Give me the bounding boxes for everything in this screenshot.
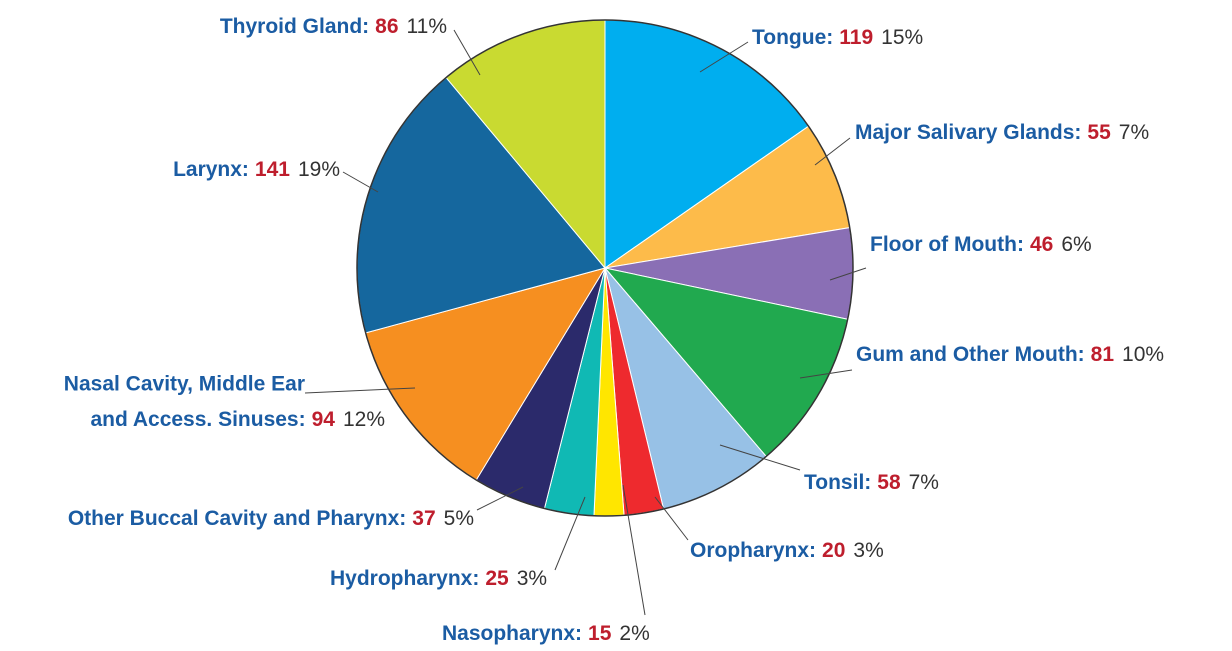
percent-label: 6% [1061,233,1091,256]
percent-label: 7% [909,471,939,494]
percent-label: 3% [517,567,547,590]
percent-label: 15% [881,26,923,49]
leader-line [654,496,689,541]
category-name: Major Salivary Glands: [855,121,1081,144]
count-label: 37 [412,507,435,530]
slice-label: Thyroid Gland: 86 11% [220,15,447,38]
category-name: Tongue: [752,26,833,49]
percent-label: 11% [407,15,447,38]
slice-label: Gum and Other Mouth: 81 10% [856,343,1164,366]
leader-line [799,369,853,379]
count-label: 86 [375,15,398,38]
slice-label: Hydropharynx: 25 3% [330,567,547,590]
slice-label-line: Nasal Cavity, Middle Ear [64,373,305,396]
category-name: Other Buccal Cavity and Pharynx: [68,507,406,530]
category-name: and Access. Sinuses: [90,408,305,431]
slice-label: Floor of Mouth: 46 6% [870,233,1092,256]
percent-label: 3% [853,539,883,562]
percent-label: 7% [1119,121,1149,144]
category-name: Gum and Other Mouth: [856,343,1085,366]
count-label: 94 [312,408,336,431]
count-label: 141 [255,158,290,181]
leader-line [622,484,646,616]
leader-line [814,137,851,166]
pie-outline [356,19,854,517]
slice-label: Major Salivary Glands: 55 7% [855,121,1149,144]
leader-line [342,171,379,193]
slice-label: Tongue: 119 15% [752,26,923,49]
slice-label: Tonsil: 58 7% [804,471,939,494]
count-label: 46 [1030,233,1053,256]
slice-label: Larynx: 141 19% [173,158,340,181]
leader-line [476,486,524,511]
count-label: 119 [839,26,873,49]
leader-line [304,387,416,394]
slice-label: Oropharynx: 20 3% [690,539,884,562]
percent-label: 12% [343,408,385,431]
leader-line [719,444,801,471]
count-label: 25 [485,567,509,590]
count-label: 55 [1087,121,1111,144]
leader-line [453,29,481,76]
count-label: 15 [588,622,612,645]
count-label: 81 [1091,343,1115,366]
slice-label: Nasopharynx: 15 2% [442,622,650,645]
category-name: Hydropharynx: [330,567,479,590]
category-name: Tonsil: [804,471,871,494]
leader-line [554,496,586,571]
category-name: Larynx: [173,158,249,181]
percent-label: 10% [1122,343,1164,366]
count-label: 20 [822,539,845,562]
percent-label: 2% [619,622,649,645]
slice-label: Other Buccal Cavity and Pharynx: 37 5% [68,507,474,530]
slice-label: and Access. Sinuses: 94 12% [90,408,385,431]
percent-label: 19% [298,158,340,181]
category-name: Floor of Mouth: [870,233,1024,256]
category-name: Nasopharynx: [442,622,582,645]
count-label: 58 [877,471,901,494]
category-name: Oropharynx: [690,539,816,562]
percent-label: 5% [444,507,474,530]
leader-line [829,267,867,281]
leader-line [699,41,749,73]
category-name: Thyroid Gland: [220,15,369,38]
